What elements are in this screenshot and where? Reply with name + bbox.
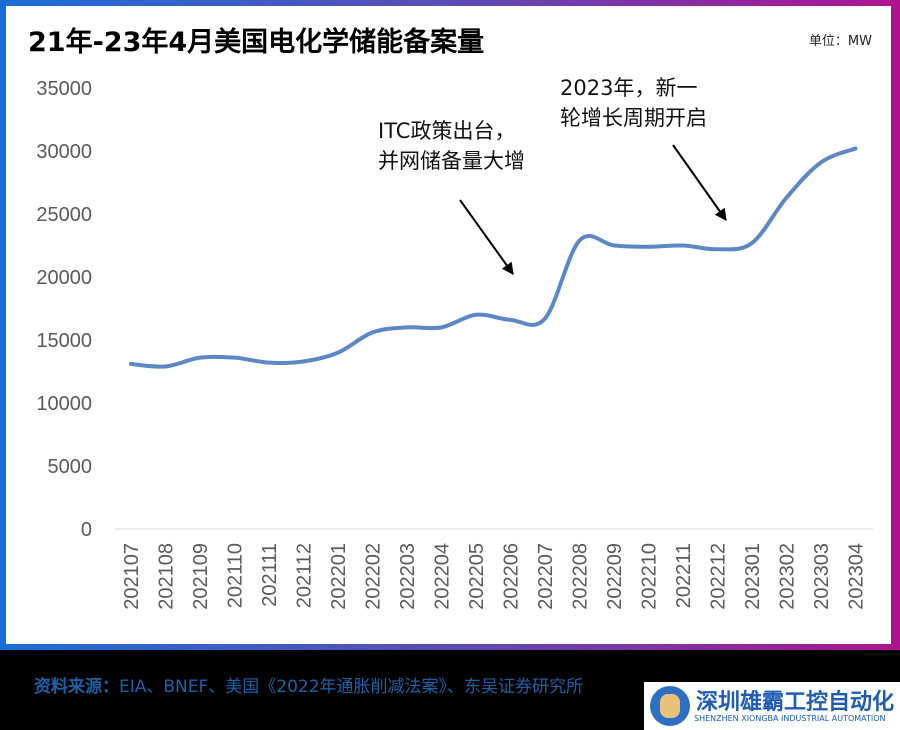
y-tick-label: 35000 <box>36 78 92 100</box>
y-tick-label: 5000 <box>48 456 93 478</box>
watermark-logo: 深圳雄霸工控自动化 SHENZHEN XIONGBA INDUSTRIAL AU… <box>644 682 900 730</box>
x-tick-label: 202108 <box>156 543 178 610</box>
annotation-text: ITC政策出台， <box>378 119 515 143</box>
x-tick-label: 202208 <box>570 543 592 610</box>
annotation-text: 并网储备量大增 <box>378 149 525 173</box>
x-tick-label: 202205 <box>466 543 488 610</box>
x-tick-label: 202212 <box>708 543 730 610</box>
y-tick-label: 20000 <box>36 267 92 289</box>
x-tick-label: 202209 <box>604 543 626 610</box>
x-tick-label: 202207 <box>535 543 557 610</box>
x-tick-label: 202304 <box>846 543 868 610</box>
unit-label: 单位：MW <box>808 34 872 49</box>
x-tick-label: 202204 <box>432 543 454 610</box>
y-tick-label: 10000 <box>36 393 92 415</box>
annotation-arrow <box>672 144 727 221</box>
x-tick-label: 202211 <box>673 543 695 608</box>
mascot-icon <box>650 686 690 726</box>
x-tick-label: 202107 <box>121 543 143 610</box>
source-note: 资料来源：EIA、BNEF、美国《2022年通胀削减法案》、东吴证券研究所 <box>34 672 583 697</box>
watermark-sub: SHENZHEN XIONGBA INDUSTRIAL AUTOMATION <box>694 714 886 723</box>
x-tick-label: 202111 <box>259 543 281 607</box>
x-tick-label: 202109 <box>190 543 212 610</box>
x-tick-label: 202206 <box>501 543 523 610</box>
x-tick-label: 202110 <box>225 543 247 608</box>
chart-title: 21年-23年4月美国电化学储能备案量 <box>28 27 485 58</box>
watermark-name: 深圳雄霸工控自动化 <box>696 690 895 715</box>
x-tick-label: 202112 <box>294 543 316 608</box>
y-tick-label: 0 <box>81 519 92 541</box>
y-tick-label: 15000 <box>36 330 92 352</box>
x-tick-label: 202210 <box>639 543 661 610</box>
x-tick-label: 202202 <box>363 543 385 610</box>
x-tick-label: 202302 <box>777 543 799 610</box>
x-tick-label: 202303 <box>811 543 833 610</box>
source-text: EIA、BNEF、美国《2022年通胀削减法案》、东吴证券研究所 <box>119 677 584 697</box>
x-tick-label: 202201 <box>328 543 350 610</box>
annotation-text: 2023年，新一 <box>560 76 697 100</box>
series-line <box>129 146 858 369</box>
source-label: 资料来源： <box>34 677 119 697</box>
y-tick-label: 25000 <box>36 204 92 226</box>
annotation-arrow <box>459 199 514 275</box>
x-tick-label: 202301 <box>742 543 764 610</box>
annotation-text: 轮增长周期开启 <box>560 106 707 130</box>
y-tick-label: 30000 <box>36 141 92 163</box>
line-chart: 0 5000 10000 15000 20000 25000 30000 35000 20210… <box>36 76 873 610</box>
x-tick-label: 202203 <box>397 543 419 610</box>
